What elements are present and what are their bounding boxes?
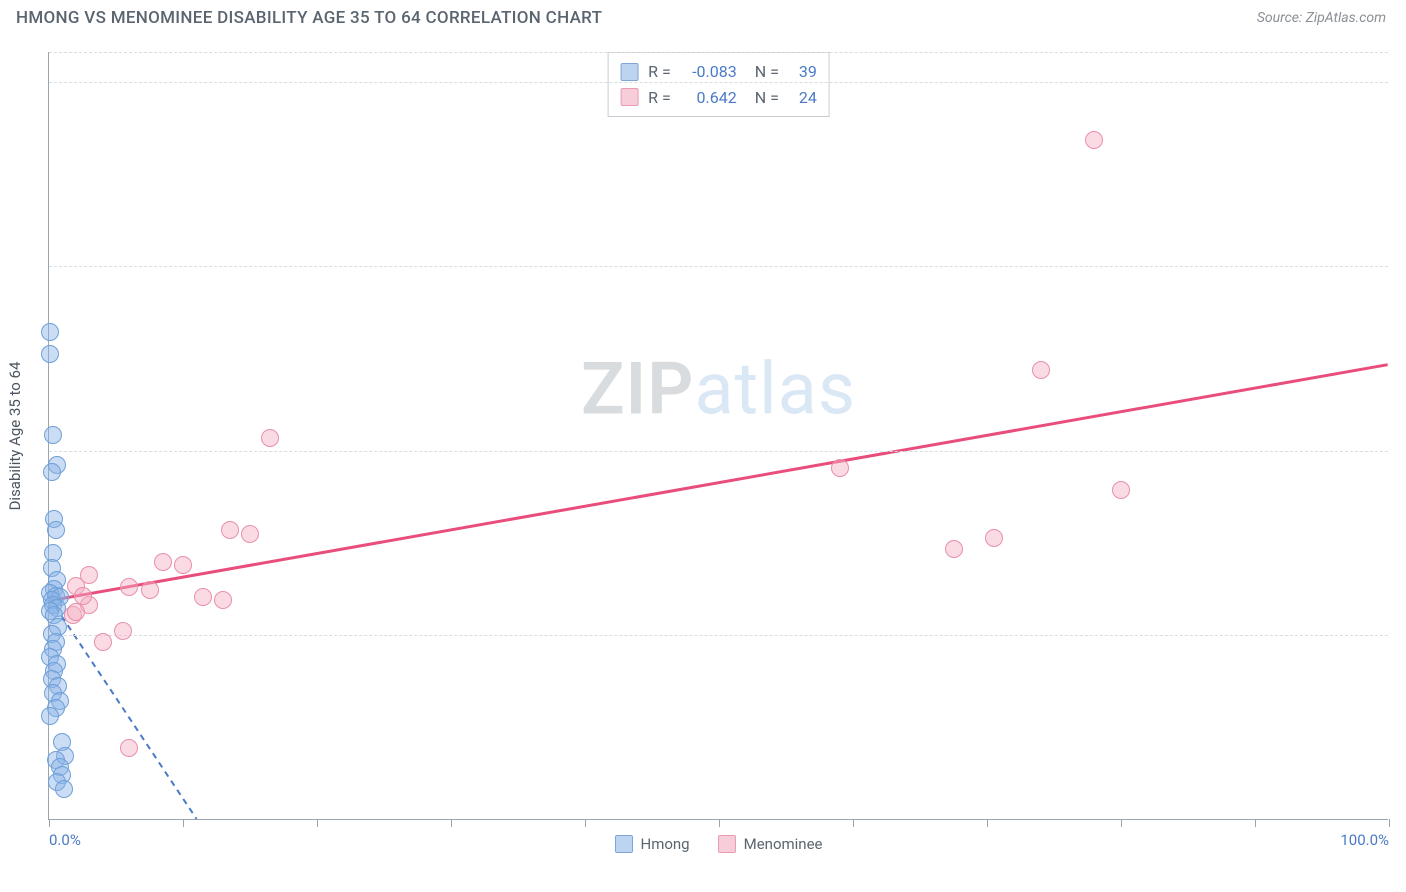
data-point-menominee [241, 525, 259, 543]
swatch-icon [718, 835, 736, 853]
x-tick-label: 100.0% [1340, 831, 1389, 849]
trend-lines-layer [49, 52, 1388, 819]
legend-item-menominee: Menominee [718, 835, 823, 853]
data-point-menominee [261, 429, 279, 447]
data-point-menominee [1085, 131, 1103, 149]
data-point-menominee [985, 529, 1003, 547]
gridline [49, 451, 1388, 452]
data-point-menominee [94, 633, 112, 651]
data-point-menominee [194, 588, 212, 606]
x-tick [1255, 819, 1256, 827]
data-point-menominee [1112, 481, 1130, 499]
gridline [49, 82, 1388, 83]
y-axis-label: Disability Age 35 to 64 [6, 361, 24, 510]
x-tick-label: 0.0% [49, 831, 81, 849]
x-tick [1389, 819, 1390, 827]
gridline [49, 635, 1388, 636]
x-tick [183, 819, 184, 827]
legend-row-menominee: R = 0.642 N = 24 [620, 85, 817, 111]
data-point-hmong [44, 426, 62, 444]
x-tick [451, 819, 452, 827]
watermark: ZIPatlas [581, 347, 856, 432]
data-point-hmong [41, 345, 59, 363]
swatch-icon [620, 63, 638, 81]
x-tick [853, 819, 854, 827]
r-value: 0.642 [681, 85, 737, 111]
n-value: 24 [789, 85, 817, 111]
legend-label: Hmong [640, 835, 689, 853]
data-point-menominee [945, 540, 963, 558]
x-tick [1121, 819, 1122, 827]
r-label: R = [648, 85, 671, 111]
data-point-menominee [120, 739, 138, 757]
swatch-icon [620, 88, 638, 106]
x-tick [585, 819, 586, 827]
source-attribution: Source: ZipAtlas.com [1257, 10, 1386, 26]
data-point-menominee [154, 553, 172, 571]
data-point-menominee [114, 622, 132, 640]
gridline [49, 266, 1388, 267]
data-point-hmong [43, 463, 61, 481]
data-point-hmong [41, 323, 59, 341]
chart-title: HMONG VS MENOMINEE DISABILITY AGE 35 TO … [16, 8, 602, 28]
data-point-menominee [831, 459, 849, 477]
data-point-menominee [1032, 361, 1050, 379]
data-point-menominee [214, 591, 232, 609]
data-point-hmong [55, 780, 73, 798]
x-tick [987, 819, 988, 827]
scatter-chart: Disability Age 35 to 64 ZIPatlas R =-0.0… [48, 52, 1388, 820]
correlation-legend: R =-0.083N =39R =0.642N =24 [607, 52, 830, 117]
data-point-menominee [174, 556, 192, 574]
x-tick [317, 819, 318, 827]
swatch-icon [614, 835, 632, 853]
data-point-menominee [120, 578, 138, 596]
trend-line-menominee [49, 365, 1387, 601]
data-point-hmong [41, 707, 59, 725]
x-tick [49, 819, 50, 827]
n-label: N = [755, 85, 779, 111]
data-point-menominee [221, 521, 239, 539]
gridline [49, 52, 1388, 53]
legend-item-hmong: Hmong [614, 835, 689, 853]
data-point-menominee [67, 603, 85, 621]
data-point-hmong [47, 521, 65, 539]
legend-label: Menominee [744, 835, 823, 853]
data-point-menominee [141, 581, 159, 599]
x-tick [719, 819, 720, 827]
series-legend: Hmong Menominee [614, 835, 822, 853]
